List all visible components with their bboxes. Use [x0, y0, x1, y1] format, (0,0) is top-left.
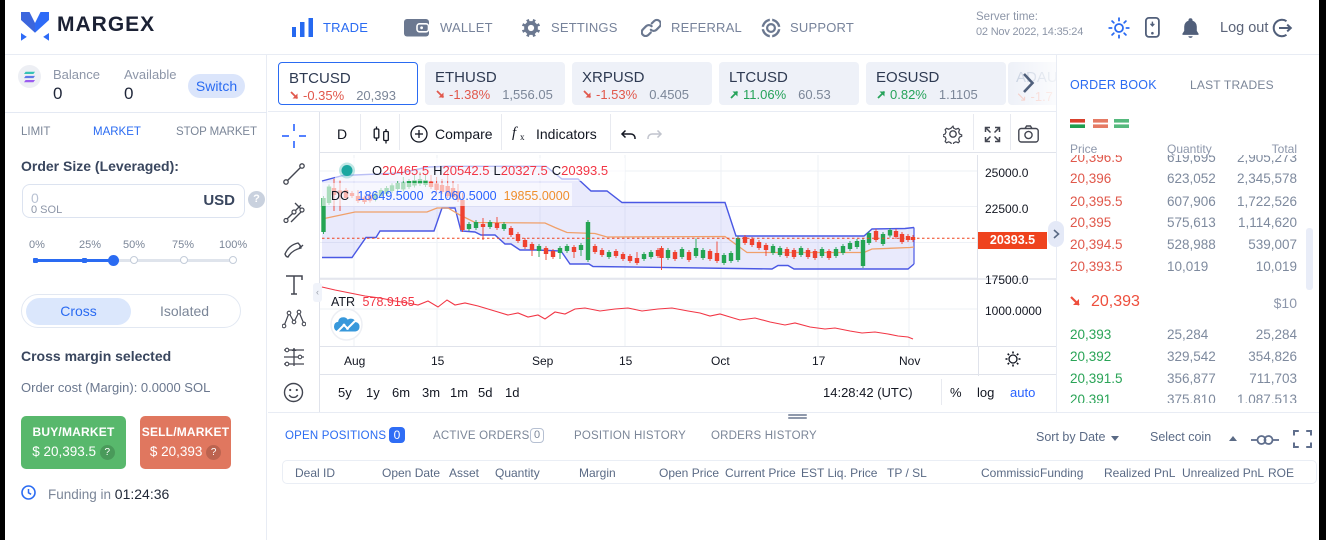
svg-text:ATR 578.9165: ATR 578.9165 [331, 295, 415, 309]
svg-text:f: f [512, 125, 518, 141]
svg-text:x: x [520, 132, 525, 142]
